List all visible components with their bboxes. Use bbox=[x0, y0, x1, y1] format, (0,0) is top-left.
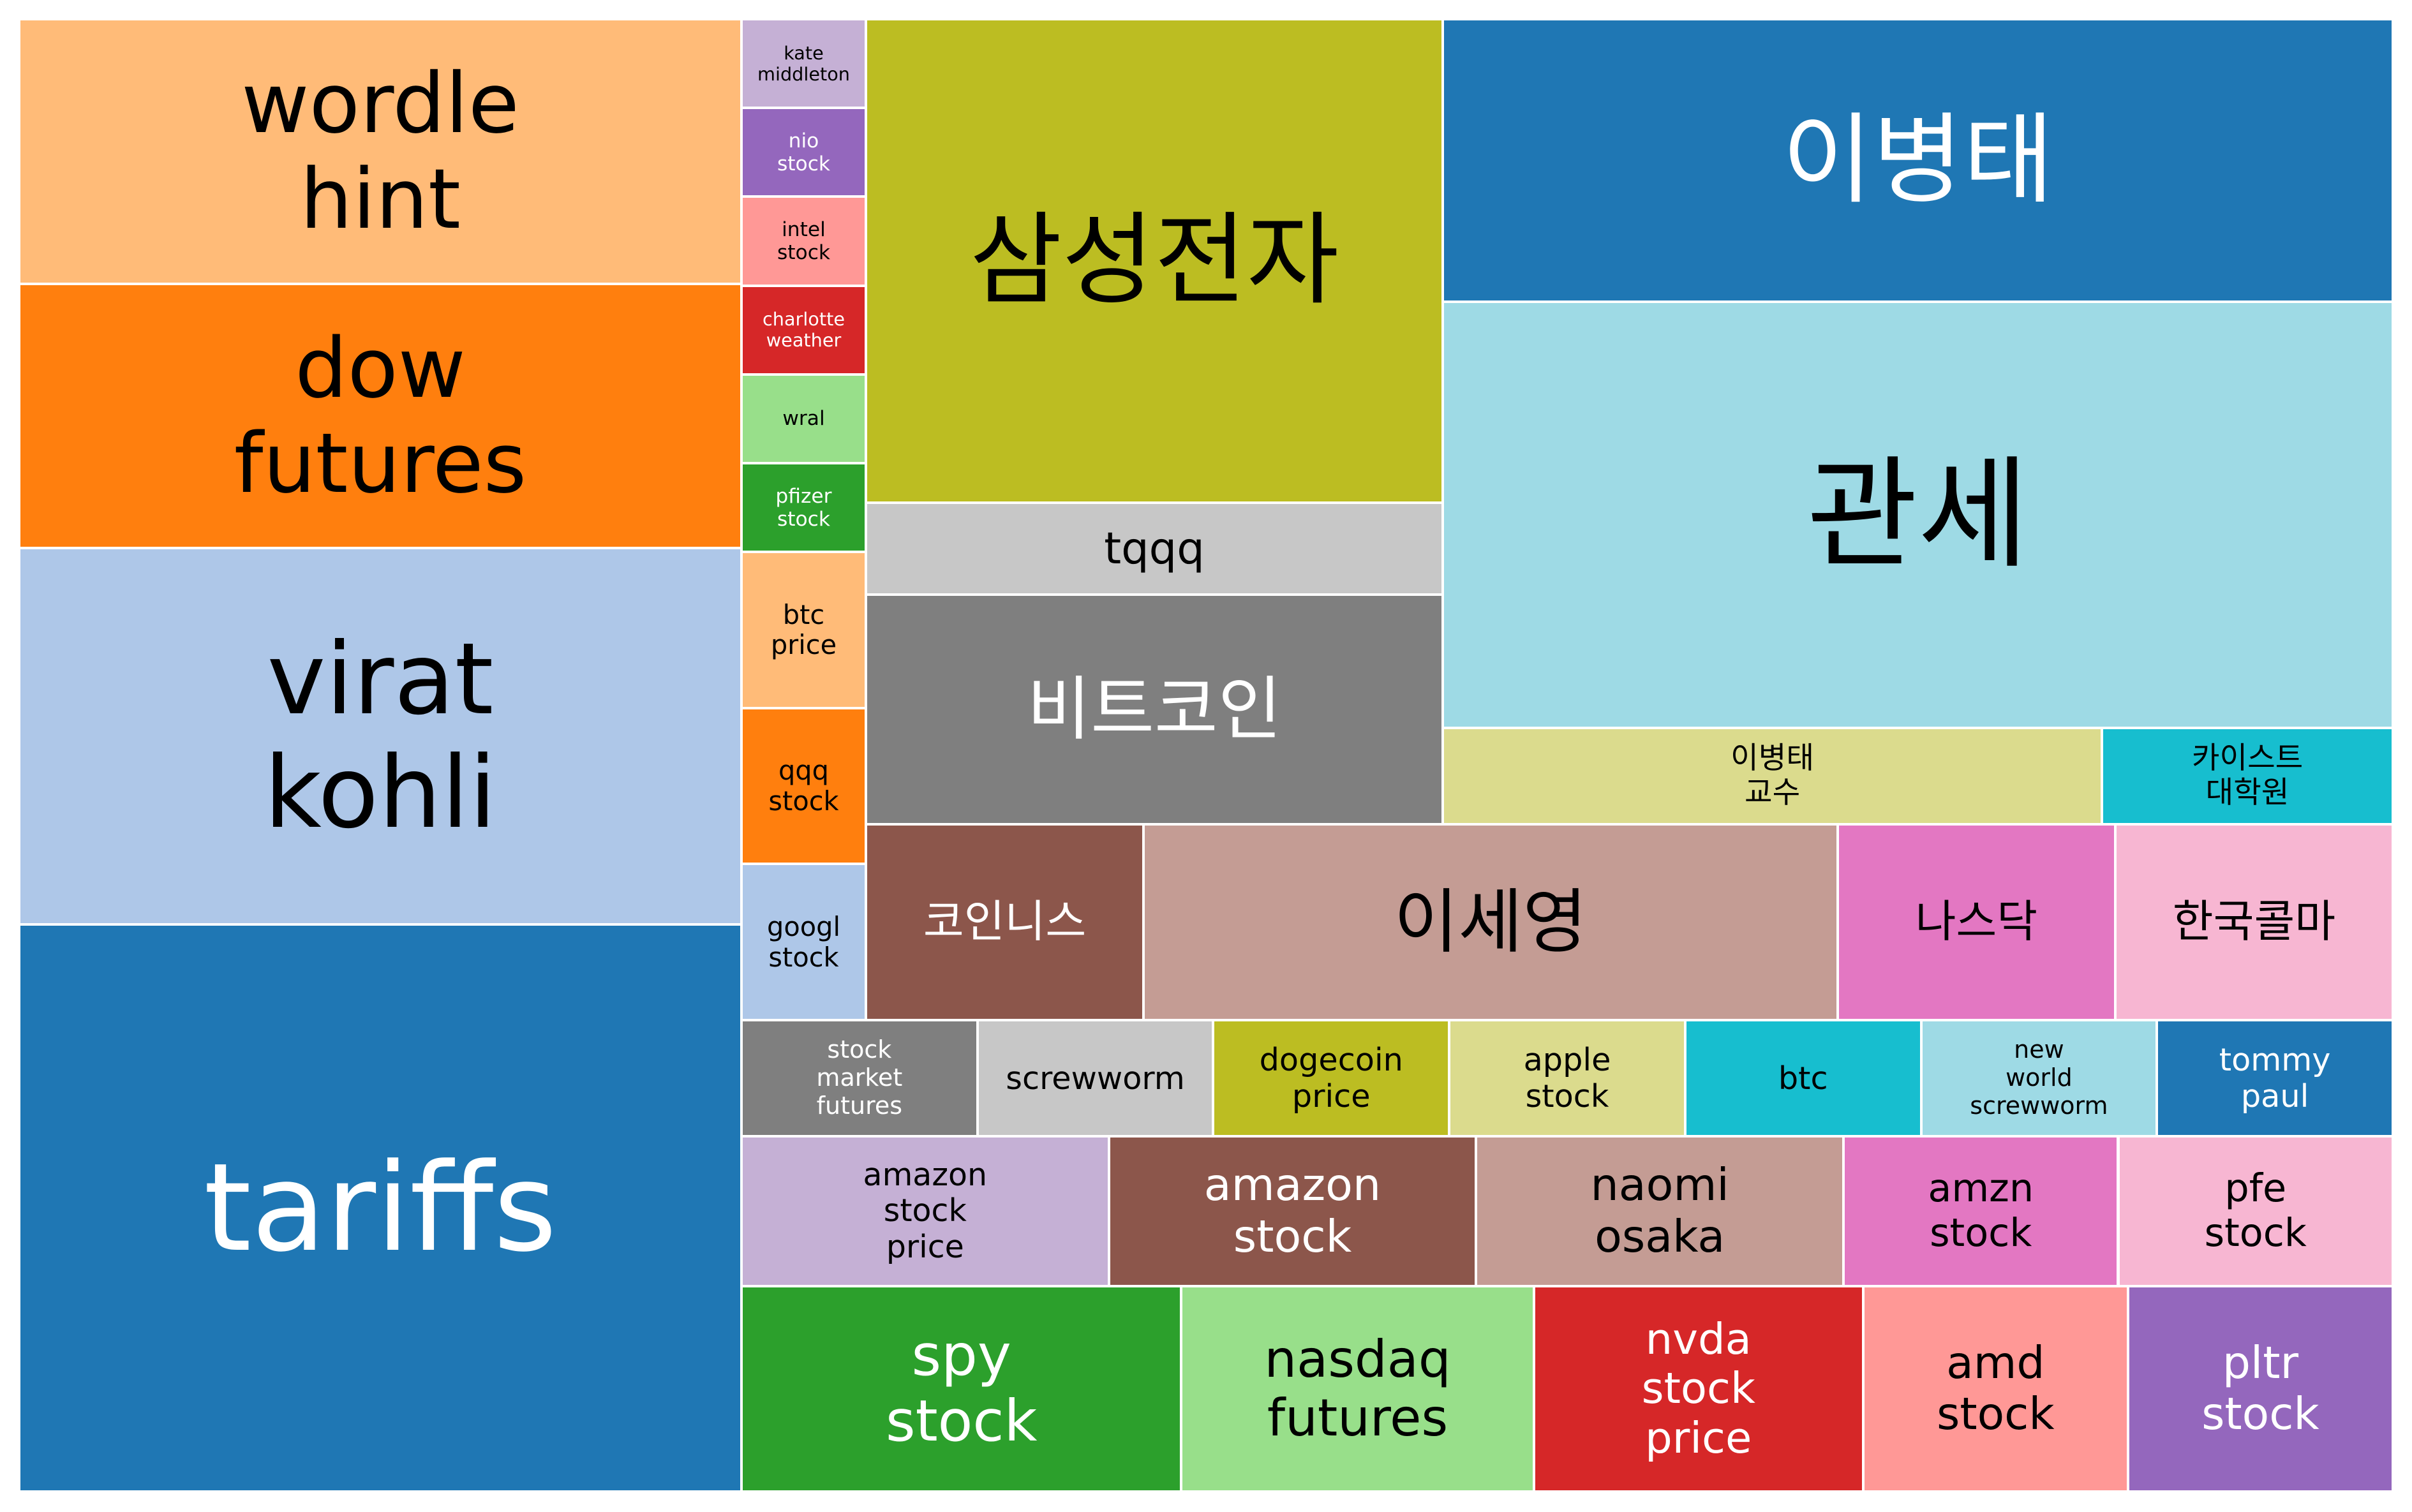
treemap-cell: 카이스트 대학원 bbox=[2102, 727, 2393, 824]
treemap-cell: dogecoin price bbox=[1213, 1020, 1450, 1136]
treemap-cell-label: kate middleton bbox=[757, 41, 850, 85]
treemap-cell-label: stock market futures bbox=[816, 1035, 903, 1120]
treemap-cell: stock market futures bbox=[741, 1020, 978, 1136]
treemap-cell-label: 나스닥 bbox=[1915, 896, 2038, 947]
treemap-cell-label: nvda stock price bbox=[1641, 1314, 1755, 1463]
treemap-cell: new world screwworm bbox=[1921, 1020, 2157, 1136]
treemap-cell: amzn stock bbox=[1843, 1136, 2118, 1286]
treemap-cell: nio stock bbox=[741, 108, 866, 197]
treemap-cell: nvda stock price bbox=[1533, 1286, 1863, 1492]
treemap-cell: wordle hint bbox=[19, 19, 741, 285]
treemap-cell: apple stock bbox=[1449, 1020, 1685, 1136]
treemap-cell: btc price bbox=[741, 552, 866, 708]
treemap-cell-label: screwworm bbox=[1006, 1059, 1185, 1097]
treemap-cell: spy stock bbox=[741, 1286, 1182, 1492]
treemap-cell: 이세영 bbox=[1143, 824, 1838, 1020]
treemap-cell-label: pfe stock bbox=[2204, 1166, 2307, 1256]
treemap-cell: amazon stock bbox=[1108, 1136, 1477, 1286]
treemap-cell: googl stock bbox=[741, 864, 866, 1020]
treemap-cell: pltr stock bbox=[2127, 1286, 2393, 1492]
treemap-cell: 나스닥 bbox=[1837, 824, 2115, 1020]
treemap-cell-label: amzn stock bbox=[1928, 1166, 2034, 1256]
treemap-cell: tommy paul bbox=[2157, 1020, 2393, 1136]
treemap-cell: 이병태 교수 bbox=[1443, 727, 2103, 824]
treemap-cell-label: amd stock bbox=[1937, 1337, 2055, 1440]
treemap-cell: tariffs bbox=[19, 924, 741, 1492]
treemap-cell-label: intel stock bbox=[777, 218, 831, 264]
treemap-cell-label: 삼성전자 bbox=[969, 202, 1339, 319]
treemap-cell: nasdaq futures bbox=[1181, 1286, 1534, 1492]
treemap-cell-label: wordle hint bbox=[241, 55, 519, 248]
treemap-cell-label: dogecoin price bbox=[1259, 1041, 1403, 1115]
treemap-cell: 비트코인 bbox=[866, 595, 1443, 824]
treemap-cell: screwworm bbox=[977, 1020, 1214, 1136]
treemap-cell-label: pltr stock bbox=[2201, 1337, 2319, 1440]
treemap-cell-label: nio stock bbox=[777, 129, 831, 175]
treemap-cell: pfe stock bbox=[2118, 1136, 2393, 1286]
treemap-cell-label: 한국콜마 bbox=[2172, 896, 2336, 947]
treemap-cell: amazon stock price bbox=[741, 1136, 1109, 1286]
treemap-cell: naomi osaka bbox=[1476, 1136, 1843, 1286]
treemap-cell-label: googl stock bbox=[767, 910, 840, 973]
treemap-cell: virat kohli bbox=[19, 548, 741, 925]
treemap-cell: qqq stock bbox=[741, 708, 866, 864]
treemap-cell-label: 코인니스 bbox=[923, 896, 1087, 947]
treemap-cell: 한국콜마 bbox=[2115, 824, 2393, 1020]
treemap-cell: amd stock bbox=[1863, 1286, 2128, 1492]
treemap-cell-label: spy stock bbox=[885, 1323, 1038, 1455]
treemap-cell: btc bbox=[1685, 1020, 1921, 1136]
treemap-cell: intel stock bbox=[741, 196, 866, 286]
treemap-cell-label: qqq stock bbox=[768, 755, 839, 817]
treemap-cell: dow futures bbox=[19, 284, 741, 549]
treemap-cell: tqqq bbox=[866, 503, 1443, 595]
treemap-cell-label: tqqq bbox=[1104, 523, 1205, 574]
treemap-cell: charlotte weather bbox=[741, 285, 866, 374]
treemap-cell-label: amazon stock bbox=[1203, 1159, 1381, 1263]
treemap-cell-label: btc price bbox=[770, 598, 837, 661]
treemap-cell-label: tariffs bbox=[204, 1137, 557, 1279]
treemap-cell-label: wral bbox=[782, 407, 825, 431]
treemap-cell: 코인니스 bbox=[866, 824, 1144, 1020]
treemap-cell-label: 이병태 bbox=[1782, 103, 2054, 218]
treemap-cell-label: 비트코인 bbox=[1027, 668, 1282, 750]
treemap-cell-label: btc bbox=[1778, 1059, 1828, 1097]
treemap-cell-label: amazon stock price bbox=[863, 1156, 988, 1265]
treemap-cell-label: virat kohli bbox=[264, 621, 497, 851]
treemap-cell-label: naomi osaka bbox=[1590, 1159, 1729, 1263]
treemap-cell-label: 관세 bbox=[1806, 443, 2029, 585]
treemap-cell: wral bbox=[741, 374, 866, 463]
treemap-cell-label: apple stock bbox=[1523, 1041, 1611, 1115]
treemap-cell-label: 카이스트 대학원 bbox=[2191, 740, 2304, 811]
treemap-cell-label: pfizer stock bbox=[775, 484, 832, 531]
treemap-cell-label: nasdaq futures bbox=[1264, 1329, 1451, 1448]
treemap-cell: 삼성전자 bbox=[866, 19, 1443, 503]
treemap-cell: pfizer stock bbox=[741, 463, 866, 552]
treemap-cell-label: 이병태 교수 bbox=[1731, 740, 1814, 811]
treemap-cell-label: dow futures bbox=[234, 320, 527, 512]
treemap-cell: kate middleton bbox=[741, 19, 866, 108]
treemap-cell-label: 이세영 bbox=[1394, 881, 1588, 963]
treemap-cell: 이병태 bbox=[1443, 19, 2393, 302]
treemap-cell: 관세 bbox=[1443, 301, 2393, 728]
treemap-cell-label: new world screwworm bbox=[1970, 1035, 2108, 1120]
treemap-cell-label: tommy paul bbox=[2219, 1041, 2331, 1115]
treemap-cell-label: charlotte weather bbox=[763, 308, 845, 352]
